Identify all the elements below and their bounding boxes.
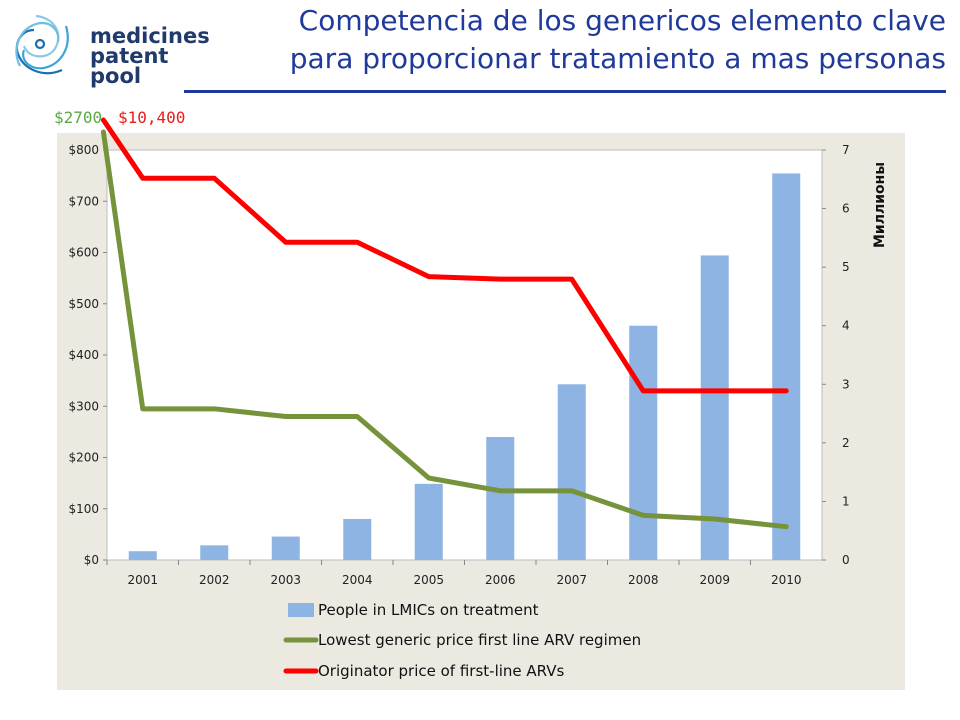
left-axis-tick-label: $0: [84, 553, 99, 567]
right-axis-tick-label: 1: [842, 494, 850, 508]
right-axis-title: Миллионы: [872, 162, 888, 248]
right-axis-tick-label: 3: [842, 377, 850, 391]
x-axis-tick-label: 2006: [485, 573, 516, 587]
bar-people-on-treatment: [700, 255, 729, 560]
x-axis-tick-label: 2008: [628, 573, 659, 587]
page-title: Competencia de los genericos elemento cl…: [156, 2, 946, 78]
right-axis-tick-label: 2: [842, 436, 850, 450]
right-axis-tick-label: 7: [842, 143, 850, 157]
title-line-1: Competencia de los genericos elemento cl…: [298, 4, 946, 37]
medicines-patent-pool-logo: [15, 14, 69, 75]
bar-people-on-treatment: [271, 536, 300, 560]
left-axis-tick-label: $300: [68, 399, 99, 413]
bar-people-on-treatment: [414, 483, 443, 560]
x-axis-tick-label: 2001: [127, 573, 158, 587]
left-axis-tick-label: $200: [68, 451, 99, 465]
generic-start-price-annotation: $2700: [54, 108, 103, 127]
bar-people-on-treatment: [557, 384, 586, 560]
logo-line-medicines: medicines: [90, 24, 210, 48]
originator-start-price-annotation: $10,400: [118, 108, 186, 127]
legend-label-originator: Originator price of first-line ARVs: [318, 662, 565, 680]
left-axis-tick-label: $800: [68, 143, 99, 157]
legend-swatch-bars: [288, 603, 314, 617]
x-axis-tick-label: 2003: [270, 573, 301, 587]
x-axis-tick-label: 2002: [199, 573, 230, 587]
right-axis-tick-label: 4: [842, 319, 850, 333]
x-axis-tick-label: 2004: [342, 573, 373, 587]
logo-wordmark: medicines patent pool: [90, 24, 210, 88]
left-axis-tick-label: $500: [68, 297, 99, 311]
bar-people-on-treatment: [343, 519, 372, 560]
right-axis-tick-label: 0: [842, 553, 850, 567]
right-axis-tick-label: 6: [842, 202, 850, 216]
left-axis-tick-label: $700: [68, 194, 99, 208]
bar-people-on-treatment: [200, 545, 229, 560]
left-axis-tick-label: $600: [68, 246, 99, 260]
bar-people-on-treatment: [629, 325, 658, 560]
bar-people-on-treatment: [772, 173, 801, 560]
left-axis-tick-label: $100: [68, 502, 99, 516]
legend-label-bars: People in LMICs on treatment: [318, 601, 539, 619]
title-underline: [184, 90, 946, 93]
bar-people-on-treatment: [486, 437, 515, 560]
left-axis-tick-label: $400: [68, 348, 99, 362]
x-axis-tick-label: 2005: [413, 573, 444, 587]
title-line-2: para proporcionar tratamiento a mas pers…: [289, 42, 946, 75]
right-axis-tick-label: 5: [842, 260, 850, 274]
bar-people-on-treatment: [128, 551, 157, 560]
x-axis-tick-label: 2007: [556, 573, 587, 587]
logo-line-pool: pool: [90, 64, 142, 88]
logo-line-patent: patent: [90, 44, 169, 68]
x-axis-tick-label: 2009: [699, 573, 730, 587]
x-axis-tick-label: 2010: [771, 573, 802, 587]
legend-label-generic: Lowest generic price first line ARV regi…: [318, 631, 641, 649]
